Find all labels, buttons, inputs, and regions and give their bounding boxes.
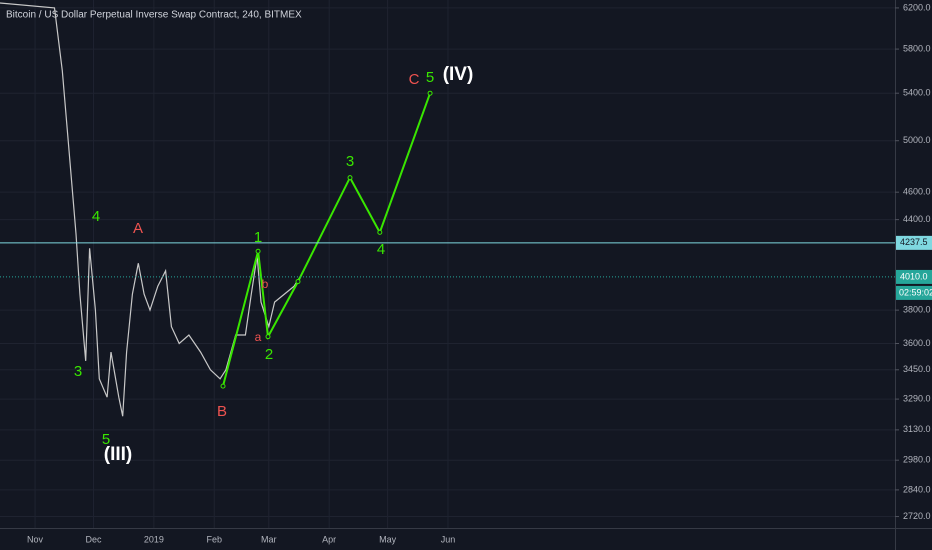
wave-label: 3: [346, 153, 354, 170]
x-tick-label: Feb: [206, 534, 222, 544]
countdown: 02:59:02: [899, 287, 932, 297]
wave-point: [427, 90, 433, 96]
chart-title: Bitcoin / US Dollar Perpetual Inverse Sw…: [6, 10, 302, 21]
countdown-box: [896, 285, 932, 300]
wave-label: (IV): [443, 64, 474, 85]
y-tick-label: 2840.0: [903, 484, 931, 494]
level-label: 4010.0: [900, 271, 928, 281]
x-tick-label: 2019: [144, 534, 164, 544]
wave-label: b: [262, 277, 269, 291]
wave-label: 5: [426, 69, 434, 86]
wave-label: 3: [74, 363, 82, 380]
wave-point: [220, 383, 226, 389]
y-tick-label: 4600.0: [903, 187, 931, 197]
wave-label: 2: [265, 346, 273, 363]
y-tick-label: 5800.0: [903, 43, 931, 53]
level-label: 4237.5: [900, 237, 928, 247]
wave-label: C: [409, 71, 420, 88]
x-tick-label: Apr: [322, 534, 336, 544]
x-tick-label: Nov: [27, 534, 44, 544]
y-tick-label: 2980.0: [903, 455, 931, 465]
wave-label: 4: [377, 241, 385, 258]
wave-label: a: [255, 330, 262, 344]
y-tick-label: 3290.0: [903, 393, 931, 403]
y-tick-label: 6200.0: [903, 2, 931, 12]
y-tick-label: 3600.0: [903, 338, 931, 348]
y-tick-label: 2720.0: [903, 511, 931, 521]
x-tick-label: Mar: [261, 534, 277, 544]
level-box: [896, 269, 932, 284]
wave-label: 4: [92, 208, 100, 225]
wave-point: [255, 248, 261, 254]
wave-point: [295, 279, 301, 285]
wave-label: B: [217, 403, 227, 420]
x-tick-label: Jun: [441, 534, 456, 544]
x-tick-label: Dec: [85, 534, 102, 544]
wave-label: 5: [102, 431, 110, 448]
wave-label: A: [133, 220, 143, 237]
y-tick-label: 4400.0: [903, 214, 931, 224]
y-tick-label: 3130.0: [903, 424, 931, 434]
wave-point: [347, 175, 353, 181]
wave-label: 1: [254, 229, 262, 246]
level-box: [896, 235, 932, 250]
y-tick-label: 5400.0: [903, 88, 931, 98]
y-tick-label: 5000.0: [903, 135, 931, 145]
wave-point: [265, 334, 271, 340]
wave-point: [377, 229, 383, 235]
y-tick-label: 3800.0: [903, 305, 931, 315]
x-tick-label: May: [379, 534, 397, 544]
y-tick-label: 3450.0: [903, 364, 931, 374]
wave-label: (III): [104, 444, 133, 465]
